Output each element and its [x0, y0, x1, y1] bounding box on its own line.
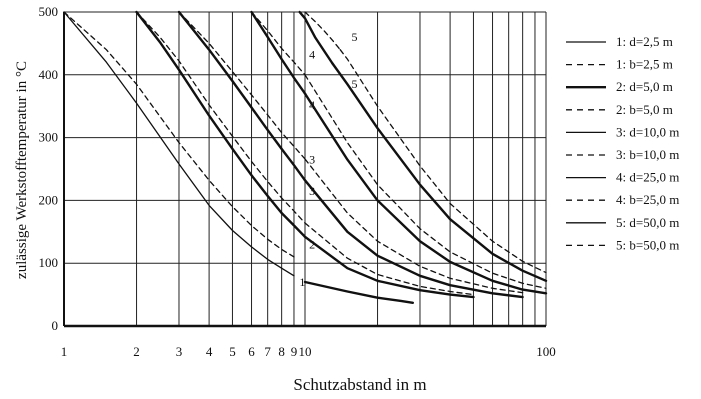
curve-label: 4 [309, 98, 315, 112]
series-line-3-d [303, 179, 524, 299]
curve-label: 5 [352, 30, 358, 44]
x-tick-label: 100 [536, 344, 556, 359]
series-line-2-b [135, 11, 306, 224]
y-tick-label: 200 [39, 192, 59, 207]
series-line-3-b [178, 11, 306, 160]
series-line-1-b [63, 11, 295, 258]
legend-label: 3: b=10,0 m [616, 147, 679, 162]
curve-label: 5 [352, 77, 358, 91]
legend-label: 5: d=50,0 m [616, 215, 679, 230]
legend-item: 4: b=25,0 m [566, 192, 679, 207]
series-line-4-d [303, 92, 548, 295]
curve-label: 3 [309, 153, 315, 167]
y-tick-label: 300 [39, 130, 59, 145]
series-line-5-b [304, 11, 341, 51]
series-lines [63, 10, 548, 304]
legend-label: 1: b=2,5 m [616, 57, 673, 72]
legend-label: 2: b=5,0 m [616, 102, 673, 117]
series-line-2-d [135, 10, 307, 238]
x-tick-label: 10 [299, 344, 312, 359]
legend-item: 2: d=5,0 m [566, 79, 673, 94]
series-line-5-b [339, 49, 547, 274]
legend-label: 4: d=25,0 m [616, 170, 679, 185]
y-tick-label: 100 [39, 255, 59, 270]
y-tick-label: 400 [39, 67, 59, 82]
y-tick-label: 0 [52, 318, 59, 333]
y-axis-title: zulässige Werkstofftemperatur in °C [14, 61, 30, 279]
legend-item: 4: d=25,0 m [566, 170, 679, 185]
series-line-4-b [250, 11, 306, 76]
curve-label: 4 [309, 48, 315, 62]
x-tick-label: 2 [133, 344, 140, 359]
series-line-2-b [304, 222, 475, 296]
x-tick-label: 6 [248, 344, 255, 359]
x-tick-label: 1 [61, 344, 68, 359]
series-line-1-d [63, 11, 295, 277]
series-line-5-d [331, 62, 548, 282]
legend-item: 3: b=10,0 m [566, 147, 679, 162]
x-tick-label: 4 [206, 344, 213, 359]
curve-label: 3 [309, 184, 315, 198]
x-tick-label: 8 [278, 344, 285, 359]
legend-label: 4: b=25,0 m [616, 192, 679, 207]
series-line-5-d [298, 10, 334, 65]
x-axis-title: Schutzabstand in m [293, 375, 426, 394]
legend-label: 1: d=2,5 m [616, 34, 673, 49]
legend-item: 2: b=5,0 m [566, 102, 673, 117]
series-line-1-d [303, 280, 414, 304]
curve-labels: 1 2 3 3 4 4 5 5 [299, 30, 357, 289]
series-line-2-d [303, 235, 475, 299]
series-line-3-d [177, 10, 307, 182]
y-tick-label: 500 [39, 4, 59, 19]
x-tick-label: 7 [264, 344, 271, 359]
legend: 1: d=2,5 m 1: b=2,5 m 2: d=5,0 m 2: b=5,0 m… [566, 34, 679, 252]
legend-item: 5: b=50,0 m [566, 237, 679, 252]
y-tick-labels: 0 100 200 300 400 500 [39, 4, 59, 333]
x-tick-label: 9 [291, 344, 298, 359]
legend-item: 5: d=50,0 m [566, 215, 679, 230]
legend-label: 2: d=5,0 m [616, 79, 673, 94]
series-line-3-b [304, 158, 524, 294]
x-tick-label: 5 [229, 344, 236, 359]
series-line-4-b [304, 74, 547, 289]
legend-item: 3: d=10,0 m [566, 124, 679, 139]
legend-label: 5: b=50,0 m [616, 237, 679, 252]
legend-item: 1: b=2,5 m [566, 57, 673, 72]
curve-label: 1 [299, 275, 305, 289]
curve-label: 2 [309, 237, 315, 251]
x-tick-label: 3 [176, 344, 183, 359]
series-line-4-d [250, 10, 307, 95]
legend-label: 3: d=10,0 m [616, 124, 679, 139]
x-tick-labels: 1 2 3 4 5 6 7 8 9 10 100 [61, 344, 556, 359]
legend-item: 1: d=2,5 m [566, 34, 673, 49]
axes [63, 12, 546, 328]
